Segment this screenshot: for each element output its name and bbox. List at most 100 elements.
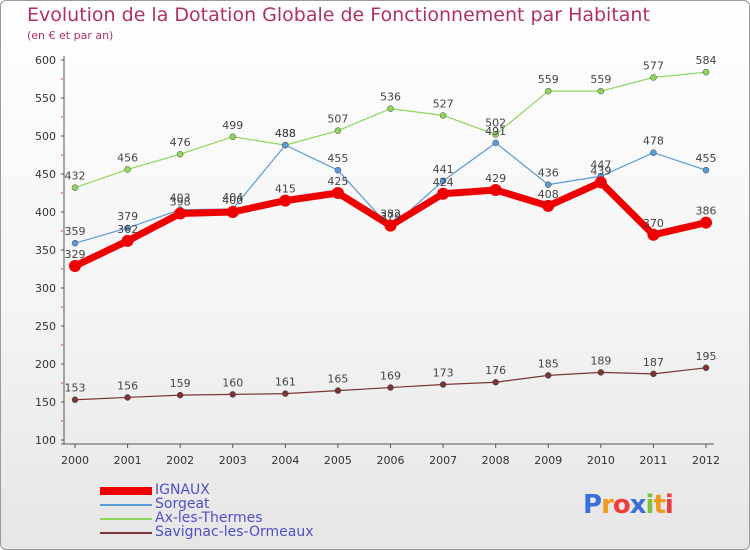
x-tick-label: 2011 [639,454,667,467]
y-tick-label: 400 [35,206,56,219]
data-point [229,133,236,141]
data-point [331,187,344,199]
legend-swatch [100,487,152,495]
data-point [545,372,552,379]
line-chart: 100 150 200 250 300 350 400 450 500 550 600 2000 200… [35,54,720,467]
x-tick-label: 2001 [114,454,142,467]
data-point [439,112,447,119]
data-label: 488 [275,127,296,140]
data-point [282,390,289,397]
logo-letter: o [612,490,631,520]
data-label: 536 [380,91,401,104]
data-point [384,219,397,232]
data-label: 173 [433,367,454,380]
y-tick-label: 250 [35,320,56,333]
data-label: 478 [643,135,664,148]
data-point [650,149,657,156]
legend-swatch [100,504,152,506]
data-point [229,391,236,398]
data-point [542,199,555,212]
data-label: 429 [485,172,506,185]
data-point [439,381,447,388]
data-point [700,216,712,229]
y-tick-label: 100 [35,434,56,447]
data-point [702,166,710,174]
data-label: 404 [222,191,243,204]
data-label: 153 [65,382,86,395]
data-label: 408 [538,188,559,201]
data-point [492,139,499,147]
data-point [334,166,342,174]
y-tick-label: 500 [35,130,56,143]
data-label: 386 [696,205,717,218]
x-tick-label: 2008 [482,454,510,467]
data-point [124,394,131,401]
data-point [71,396,79,403]
data-label: 176 [485,364,506,377]
logo-letter: x [629,490,647,520]
data-label: 189 [590,354,611,367]
logo-letter: r [601,490,614,520]
y-tick-label: 150 [35,396,56,409]
x-tick-label: 2003 [219,454,247,467]
x-tick-label: 2012 [692,454,720,467]
data-point [71,184,79,191]
x-tick-label: 2010 [587,454,615,467]
data-point [334,127,342,134]
data-point [437,187,450,200]
data-label: 502 [485,116,506,129]
data-point [121,234,134,247]
data-label: 424 [433,176,454,189]
data-label: 403 [170,192,191,205]
data-label: 362 [117,223,138,236]
data-label: 456 [117,151,138,164]
data-point [226,206,239,218]
logo-letter: t [653,490,665,520]
x-tick-label: 2009 [534,454,562,467]
x-tick-label: 2007 [429,454,457,467]
data-label: 455 [327,152,348,165]
data-point [492,131,499,138]
y-tick-label: 350 [35,244,56,257]
y-tick-label: 200 [35,358,56,371]
chart-title: Evolution de la Dotation Globale de Fonc… [27,4,650,26]
data-point [702,364,710,372]
data-point [282,141,289,149]
data-label: 415 [275,183,296,196]
data-point [594,176,607,189]
data-label: 398 [170,196,191,209]
legend-swatch [100,532,152,534]
data-point [492,378,499,386]
data-point [69,259,81,272]
data-label: 507 [327,113,348,126]
data-label: 436 [538,167,559,180]
data-label: 379 [117,210,138,223]
data-label: 382 [380,208,401,221]
x-tick-label: 2002 [166,454,194,467]
data-point [647,228,660,241]
data-point [334,387,342,394]
y-tick-label: 450 [35,168,56,181]
data-point [176,150,184,158]
y-tick-label: 300 [35,282,56,295]
data-point [387,384,394,391]
data-label: 185 [538,357,559,370]
data-label: 488 [275,127,296,140]
data-label: 370 [643,217,664,230]
data-point [650,370,657,378]
data-label: 584 [696,54,717,67]
legend-label: Ax-les-Thermes [155,510,263,526]
data-label: 159 [170,377,191,390]
data-point [439,177,447,185]
data-label: 577 [643,59,664,72]
data-label: 447 [590,158,611,171]
data-point [387,105,394,112]
data-point [489,183,502,196]
legend-swatch [100,518,152,520]
data-point [279,194,292,207]
series-line-ax-les-thermes [74,71,707,189]
x-tick-label: 2006 [377,454,405,467]
data-point [124,166,131,173]
data-point [176,391,184,399]
